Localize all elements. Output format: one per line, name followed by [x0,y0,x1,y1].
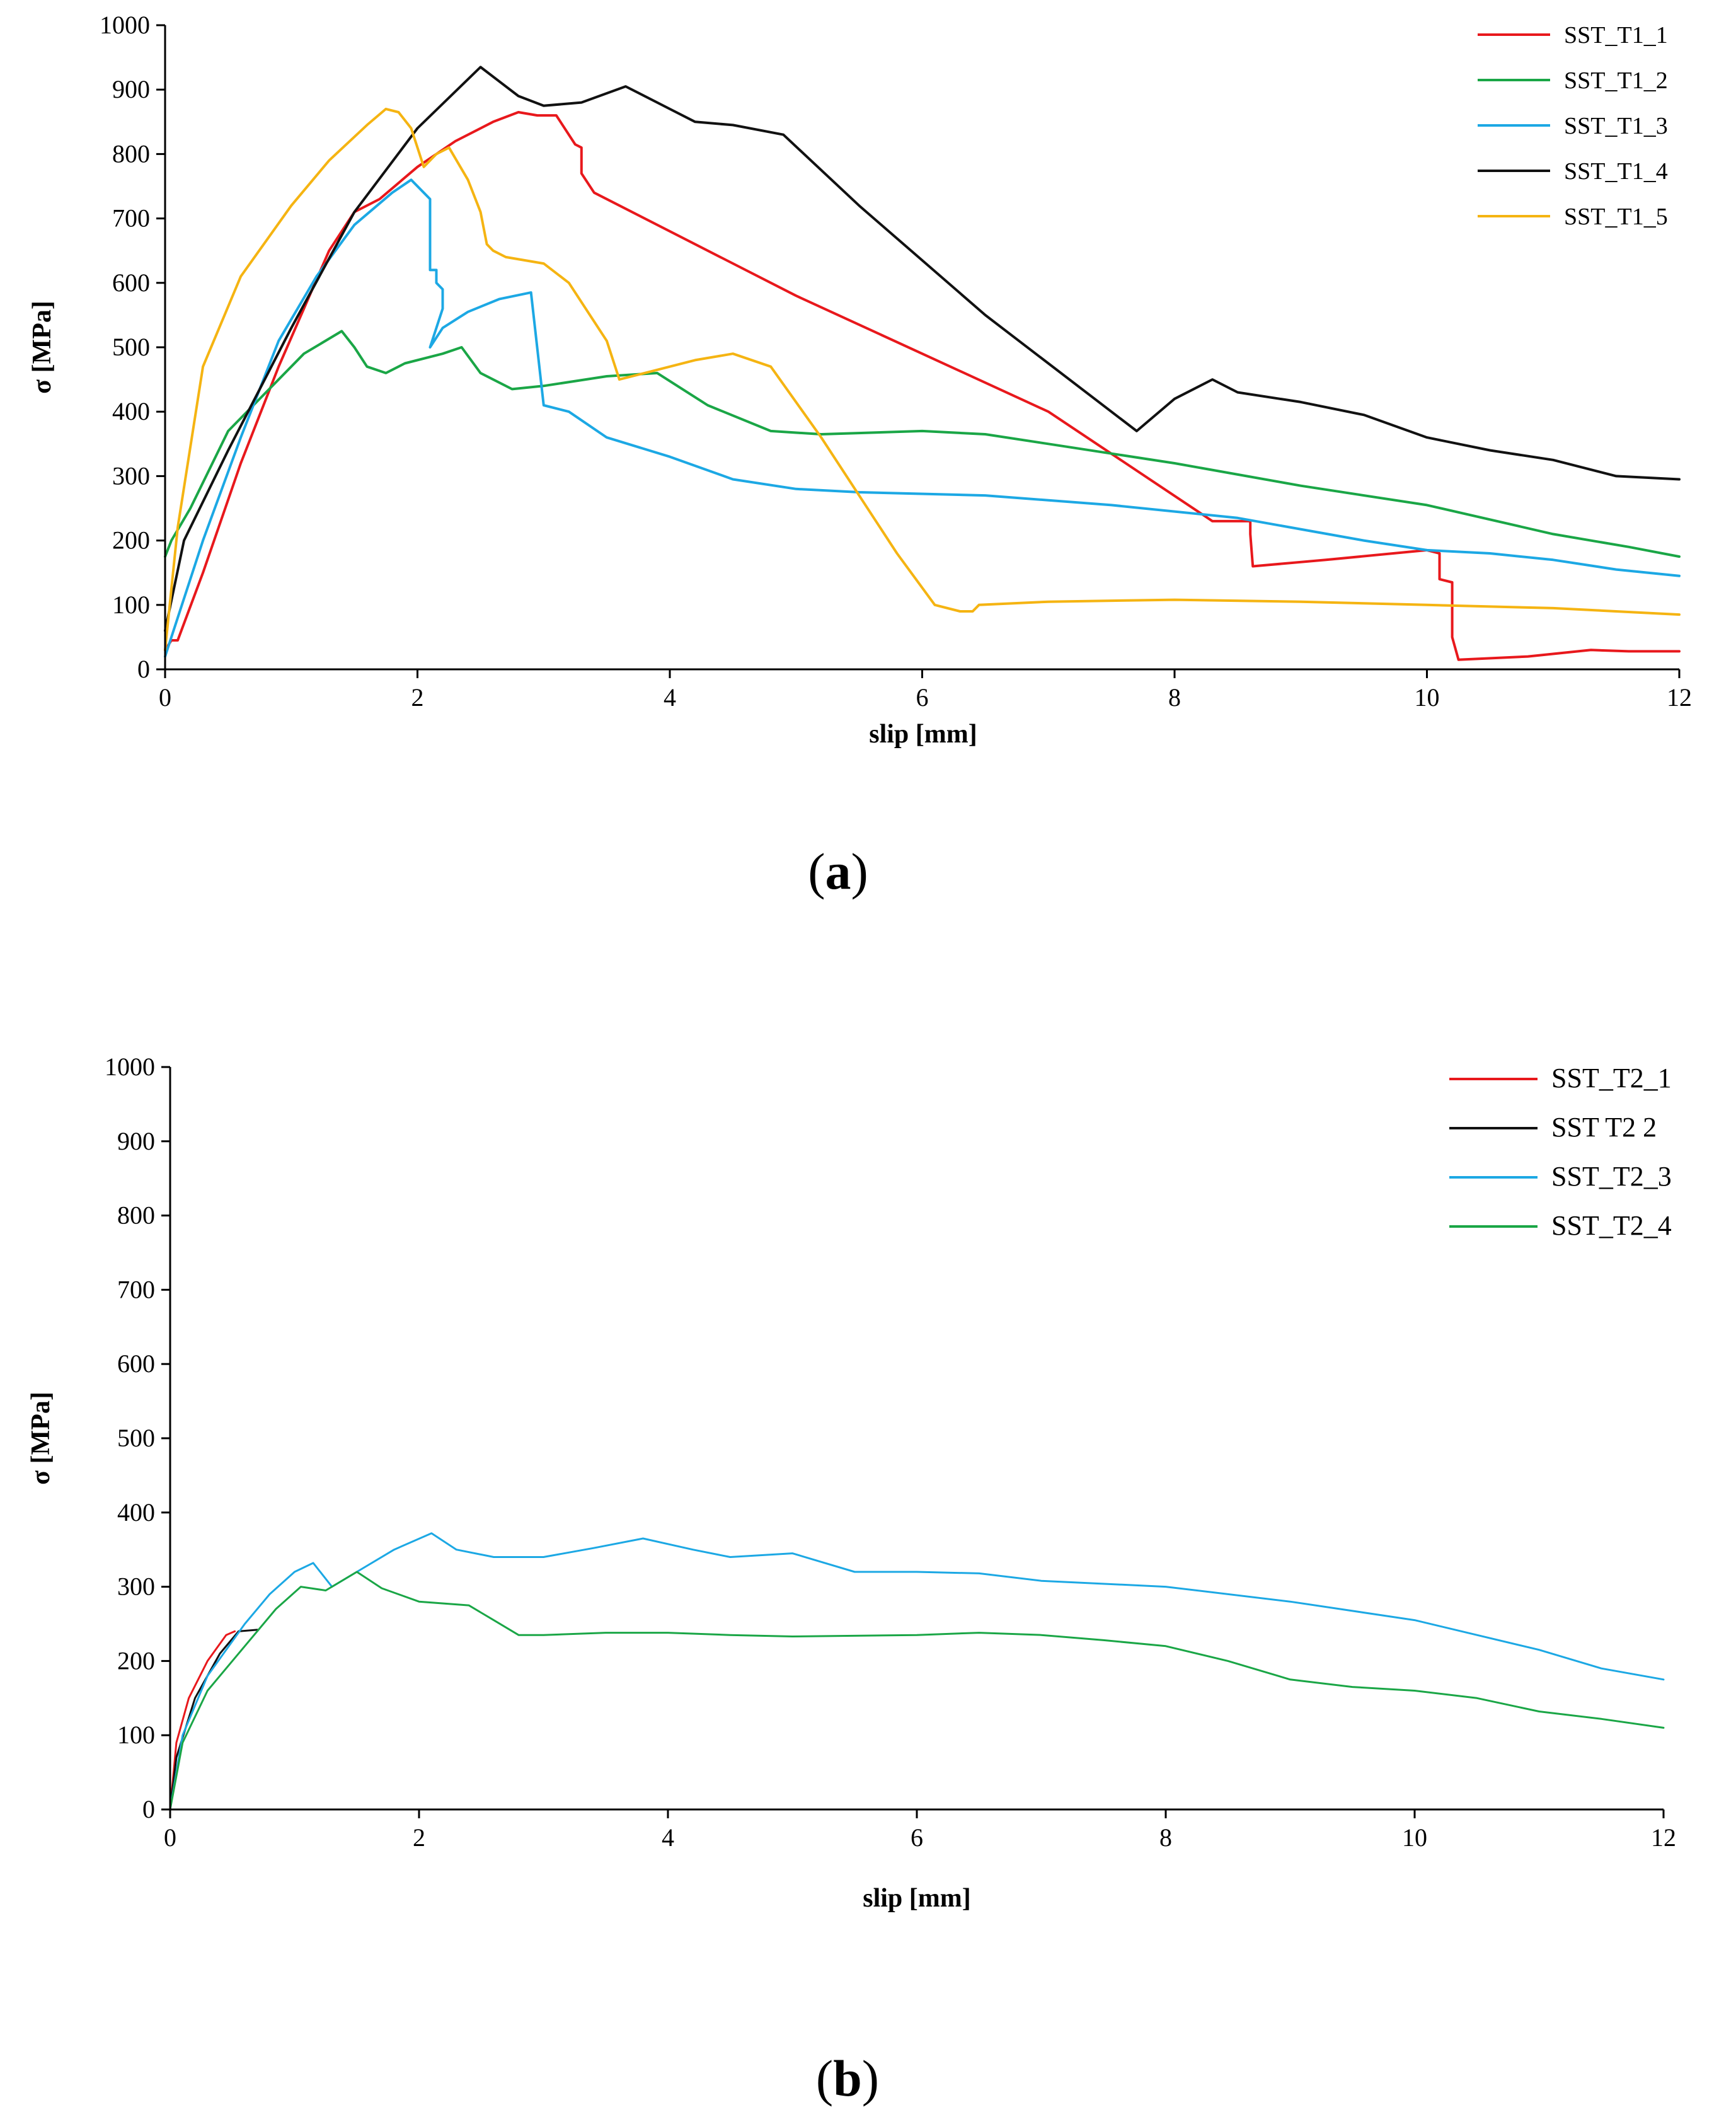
series-line-sst-t2-4 [169,1571,1665,1811]
legend-label: SST T2 2 [1551,1112,1657,1143]
legend-label: SST_T1_3 [1564,113,1668,139]
x-tick-label: 6 [916,683,929,712]
chart-a-y-axis-title: σ [MPa] [28,301,57,394]
series-line-sst-t1-1 [164,111,1681,661]
legend-label: SST_T2_1 [1551,1063,1672,1094]
chart-b-x-axis-title: slip [mm] [863,1884,971,1913]
y-tick-label: 200 [117,1646,155,1675]
series-line-sst-t2-3 [169,1532,1665,1811]
x-tick-label: 10 [1402,1823,1427,1852]
legend-label: SST_T1_5 [1564,204,1668,230]
y-tick-label: 100 [117,1721,155,1749]
x-tick-label: 0 [159,683,171,712]
x-tick-label: 6 [911,1823,923,1852]
series-line-sst-t1-4 [164,66,1681,632]
chart-b: 0 100 200 300 400 500 600 700 800 900 1000 0 2 4 6 8 10 1… [26,1053,1676,2107]
legend-label: SST_T1_4 [1564,158,1668,185]
x-tick-label: 2 [411,683,424,712]
chart-b-caption-letter: b [833,2050,862,2107]
y-tick-label: 400 [112,397,150,425]
legend-label: SST_T2_4 [1551,1210,1672,1241]
x-tick-label: 12 [1667,683,1692,712]
y-tick-label: 500 [112,333,150,361]
y-tick-label: 900 [112,75,150,103]
series-line-sst-t2-1 [169,1630,236,1811]
chart-a-legend: SST_T1_1 SST_T1_2 SST_T1_3 SST_T1_4 SST_T1_5 [1478,22,1668,230]
y-tick-label: 900 [117,1127,155,1155]
y-tick-label: 400 [117,1498,155,1526]
y-tick-label: 0 [137,655,150,683]
x-tick-label: 8 [1168,683,1181,712]
y-tick-label: 1000 [100,11,150,39]
y-tick-label: 700 [117,1275,155,1303]
x-tick-label: 4 [664,683,676,712]
y-tick-label: 0 [142,1795,155,1823]
x-tick-label: 12 [1651,1823,1676,1852]
chart-b-ticks: 0 100 200 300 400 500 600 700 800 900 1000 0 2 4 6 8 10 1… [105,1053,1676,1852]
legend-label: SST_T1_1 [1564,22,1668,49]
y-tick-label: 300 [117,1572,155,1601]
series-line-sst-t1-5 [164,107,1681,652]
chart-a-ticks: 0 100 200 300 400 500 600 700 800 900 1000 0 2 4 6 8 10 1… [100,11,1692,712]
y-tick-label: 300 [112,461,150,490]
y-tick-label: 200 [112,526,150,555]
y-tick-label: 600 [117,1349,155,1378]
chart-b-caption-open: ( [816,2050,833,2107]
chart-b-series-layer [169,1532,1665,1811]
x-tick-label: 0 [164,1823,176,1852]
y-tick-label: 600 [112,268,150,297]
y-tick-label: 800 [112,139,150,168]
chart-a-caption-close: ) [851,843,868,900]
y-tick-label: 100 [112,591,150,619]
y-tick-label: 800 [117,1201,155,1230]
chart-b-caption: (b) [816,2050,879,2107]
chart-a-series-layer [164,66,1681,661]
x-tick-label: 2 [413,1823,425,1852]
chart-a: 0 100 200 300 400 500 600 700 800 900 1000 0 2 4 6 8 10 1… [28,11,1692,900]
chart-a-caption: (a) [808,843,868,900]
y-tick-label: 500 [117,1424,155,1452]
chart-a-caption-letter: a [825,843,851,900]
legend-label: SST_T2_3 [1551,1161,1672,1192]
y-tick-label: 700 [112,204,150,233]
series-line-sst-t1-2 [164,330,1681,558]
x-tick-label: 8 [1159,1823,1172,1852]
chart-b-caption-close: ) [862,2050,879,2107]
chart-b-legend: SST_T2_1 SST T2 2 SST_T2_3 SST_T2_4 [1449,1063,1672,1241]
chart-a-x-axis-title: slip [mm] [869,720,977,749]
chart-b-y-axis-title: σ [MPa] [26,1392,55,1485]
series-line-sst-t1-3 [164,178,1681,658]
y-tick-label: 1000 [105,1053,155,1081]
x-tick-label: 10 [1415,683,1440,712]
x-tick-label: 4 [662,1823,674,1852]
legend-label: SST_T1_2 [1564,67,1668,94]
chart-a-caption-open: ( [808,843,825,900]
